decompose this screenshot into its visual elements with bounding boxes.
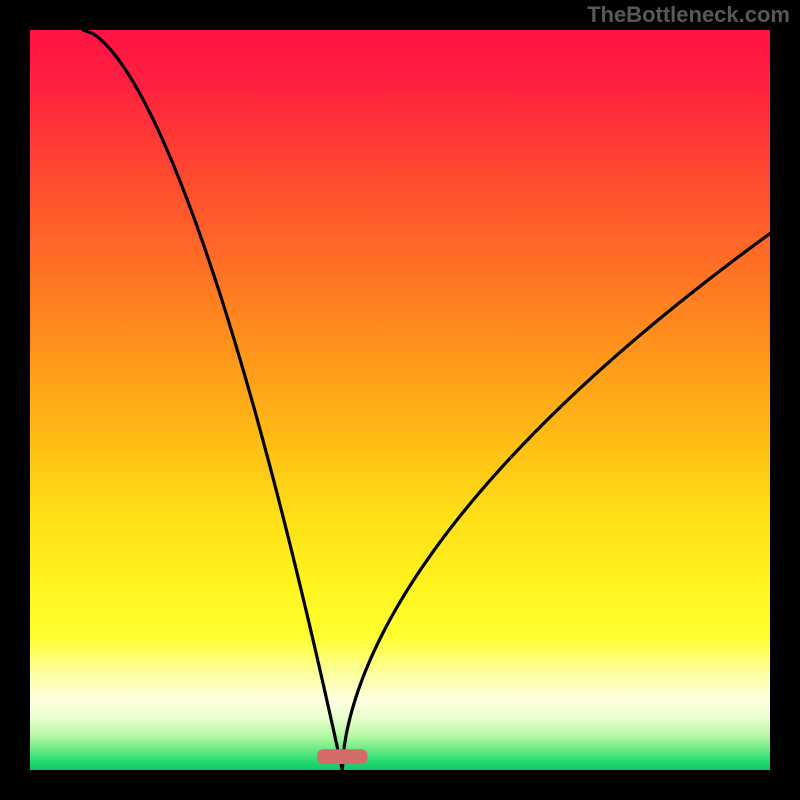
watermark-text: TheBottleneck.com — [587, 2, 790, 27]
optimal-marker — [317, 749, 367, 764]
plot-background-gradient — [30, 30, 770, 770]
bottleneck-chart: TheBottleneck.com — [0, 0, 800, 800]
